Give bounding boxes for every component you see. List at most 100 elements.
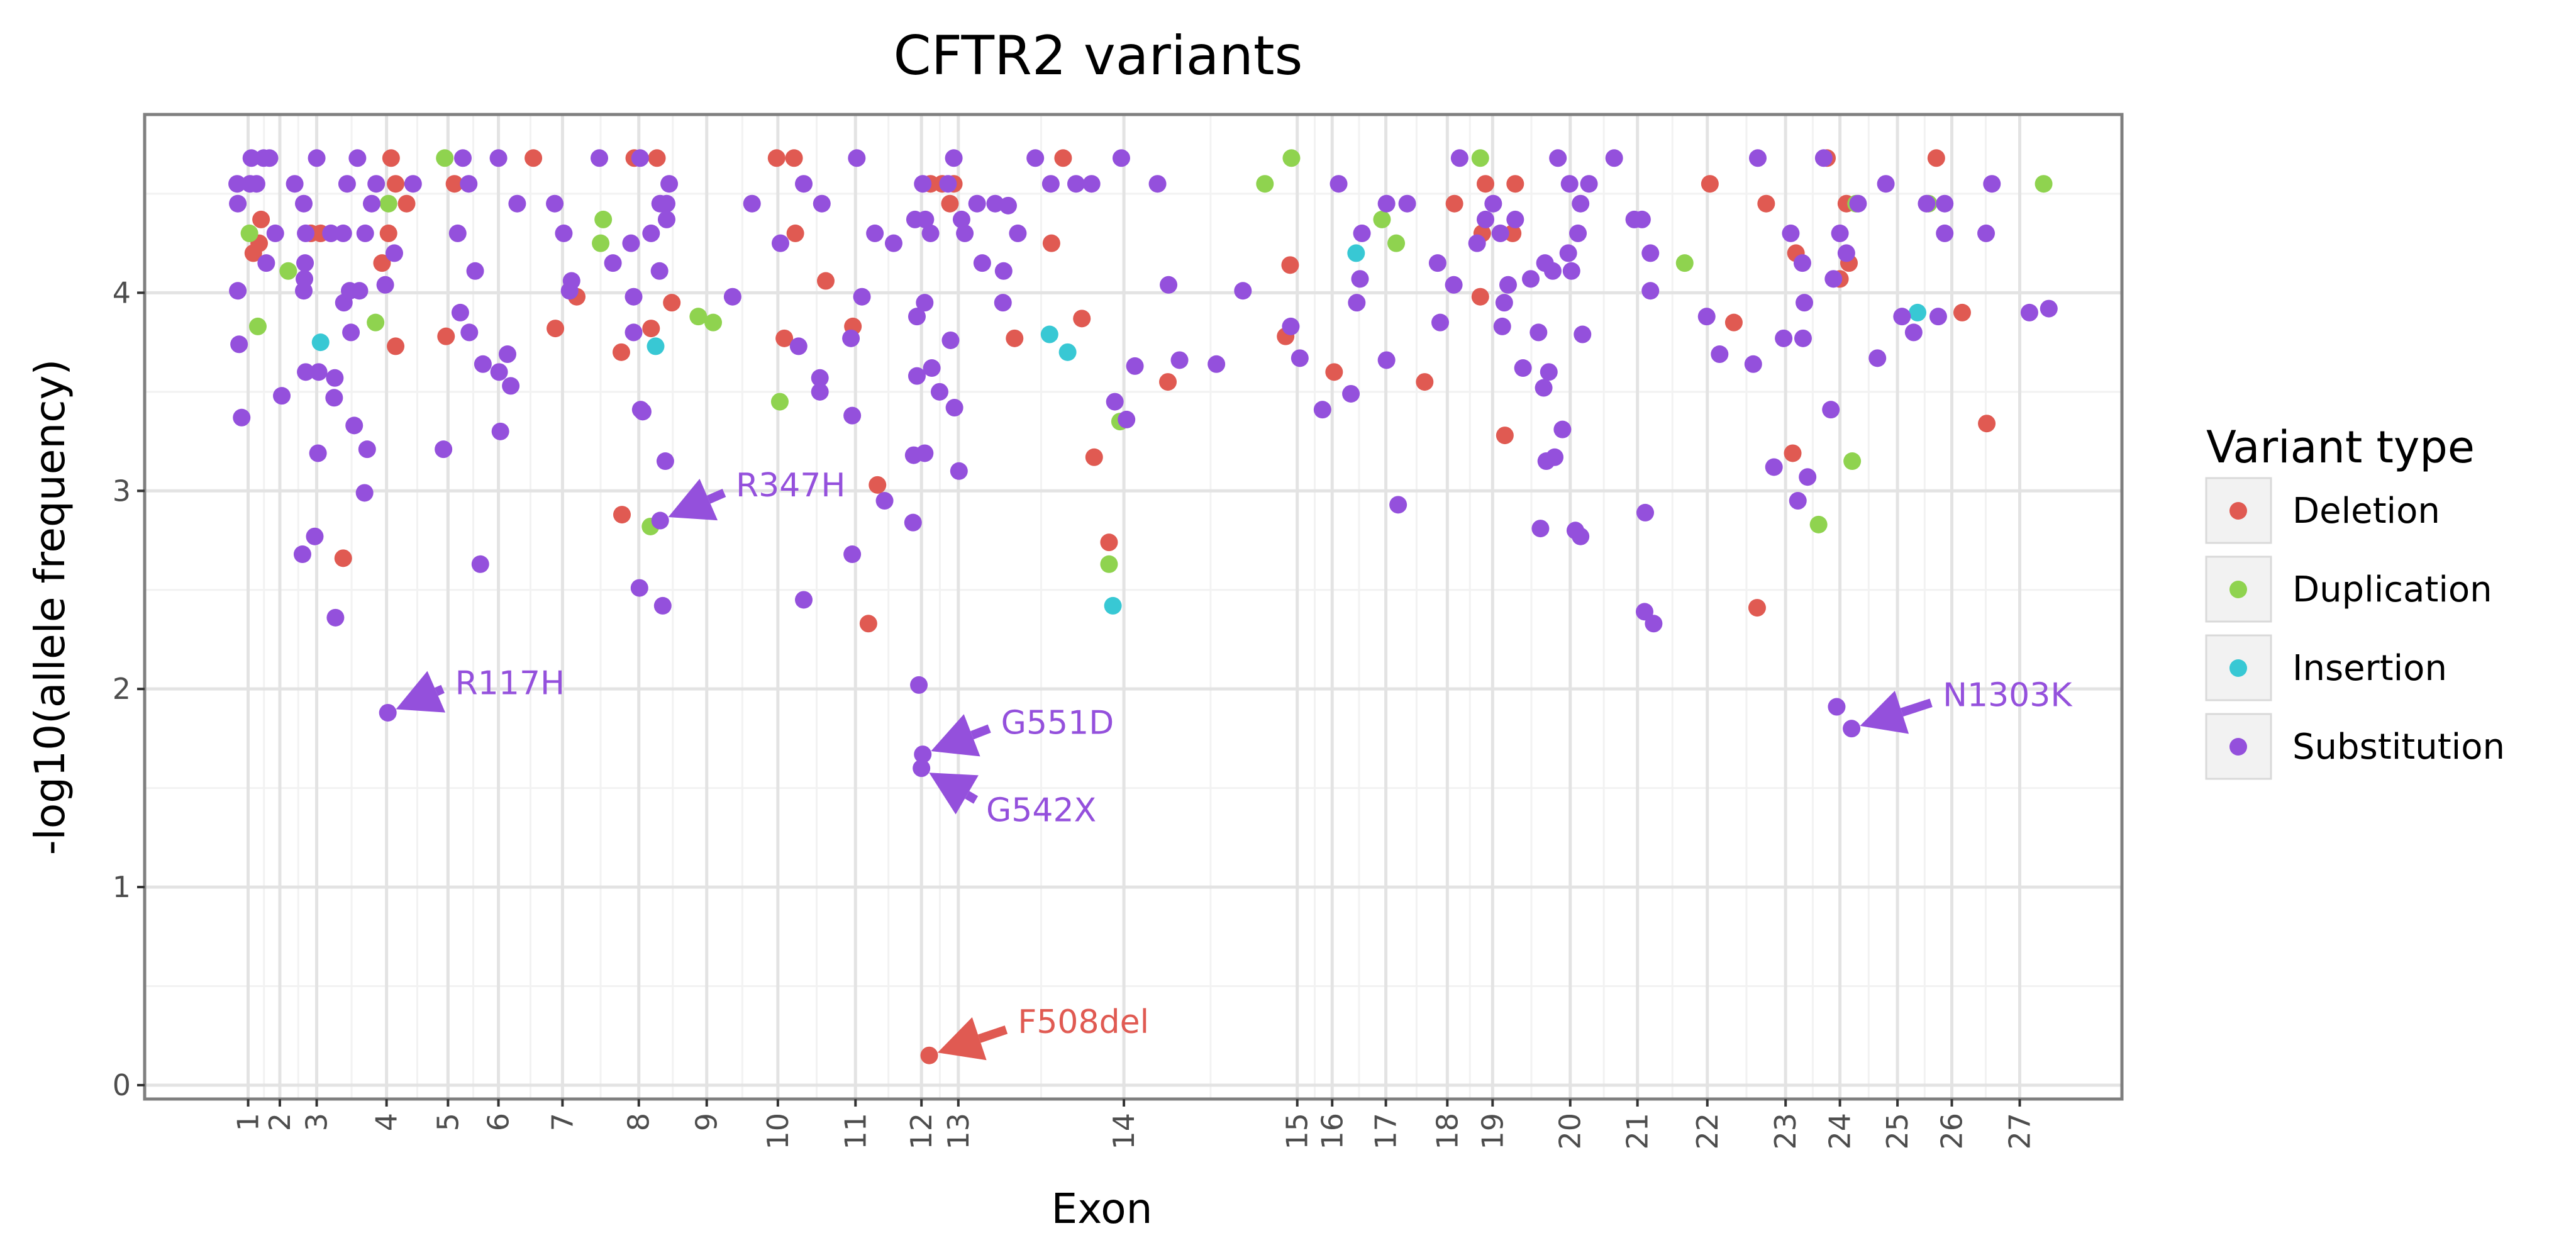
data-point xyxy=(1849,194,1867,213)
y-tick-label: 0 xyxy=(113,1068,131,1102)
annotation-arrow-head xyxy=(929,773,979,815)
data-point xyxy=(491,422,509,440)
data-point xyxy=(1256,175,1274,193)
plot-area: R117H R347H G551D G542X F508del N1303K xyxy=(143,113,2124,1101)
data-point xyxy=(994,294,1012,312)
data-point xyxy=(1026,149,1045,167)
data-point xyxy=(656,452,674,471)
legend-item-substitution: Substitution xyxy=(2205,713,2505,780)
y-tick-label: 3 xyxy=(113,474,131,508)
data-point xyxy=(612,343,630,361)
data-point xyxy=(1282,149,1301,167)
data-point xyxy=(334,224,352,242)
data-point xyxy=(908,367,926,385)
data-point xyxy=(1377,194,1396,213)
data-point xyxy=(547,320,565,338)
data-point xyxy=(397,194,416,213)
data-point xyxy=(689,308,708,326)
x-tick-label: 16 xyxy=(1315,1113,1349,1150)
x-tick-label: 12 xyxy=(904,1113,938,1150)
data-point xyxy=(451,303,469,321)
x-tick-label: 23 xyxy=(1768,1113,1802,1150)
data-point xyxy=(1531,520,1550,538)
data-point xyxy=(786,224,804,242)
data-point xyxy=(1809,515,1828,533)
data-point xyxy=(367,175,386,193)
x-tick-label: 14 xyxy=(1107,1113,1141,1150)
data-point xyxy=(356,224,374,242)
annotation-label: G551D xyxy=(1001,705,1114,742)
data-point xyxy=(1234,282,1252,300)
data-point xyxy=(1953,303,1971,321)
chart-title: CFTR2 variants xyxy=(894,25,1303,87)
data-point xyxy=(297,363,315,381)
data-point xyxy=(952,210,970,228)
legend-swatch xyxy=(2229,502,2247,520)
data-point xyxy=(1744,355,1762,373)
data-point xyxy=(1796,294,1814,312)
data-point xyxy=(1445,194,1463,213)
data-point xyxy=(591,149,609,167)
annotation-label: R347H xyxy=(736,467,845,505)
plot-panel xyxy=(145,114,2122,1099)
data-point xyxy=(560,282,579,300)
data-point xyxy=(1506,210,1524,228)
data-point xyxy=(286,175,304,193)
data-point xyxy=(939,175,957,193)
data-point xyxy=(921,224,940,242)
data-point xyxy=(233,408,251,427)
data-point xyxy=(1843,452,1862,471)
data-point xyxy=(385,244,403,262)
data-point xyxy=(941,331,960,349)
data-point xyxy=(379,194,397,213)
annotation-arrow-head xyxy=(1860,691,1909,734)
data-point xyxy=(651,511,669,530)
data-point xyxy=(795,591,813,609)
data-point xyxy=(367,313,385,332)
data-point xyxy=(296,254,314,272)
data-point xyxy=(625,323,643,342)
data-point xyxy=(1535,379,1553,397)
data-point xyxy=(1496,427,1514,445)
data-point xyxy=(704,313,723,332)
data-point xyxy=(1724,313,1743,332)
data-point xyxy=(387,175,405,193)
x-tick-label: 22 xyxy=(1690,1113,1724,1150)
annotation-g542x: G542X xyxy=(929,773,1096,829)
data-point xyxy=(633,403,652,421)
data-point xyxy=(326,608,345,627)
data-point xyxy=(945,399,963,417)
data-point xyxy=(2035,175,2053,193)
data-point xyxy=(916,210,935,228)
data-point xyxy=(1428,254,1446,272)
data-point xyxy=(1042,234,1060,252)
legend: Variant type Deletion Duplication Insertio… xyxy=(2205,421,2505,780)
data-point xyxy=(1389,496,1407,514)
data-point xyxy=(884,234,902,252)
data-point xyxy=(1325,363,1343,381)
legend-label: Substitution xyxy=(2292,727,2505,767)
data-point xyxy=(334,549,352,567)
data-point xyxy=(1118,410,1136,428)
legend-title: Variant type xyxy=(2206,421,2475,473)
legend-label: Duplication xyxy=(2292,569,2492,610)
data-point xyxy=(842,329,860,347)
data-point xyxy=(647,337,665,355)
data-point xyxy=(1471,287,1489,306)
data-point xyxy=(471,555,489,573)
data-point xyxy=(973,254,991,272)
data-point xyxy=(460,175,478,193)
data-point xyxy=(348,149,367,167)
data-point xyxy=(916,444,934,462)
data-point xyxy=(723,287,741,306)
x-tick-label: 26 xyxy=(1935,1113,1969,1150)
data-point xyxy=(1106,393,1124,411)
data-point xyxy=(916,294,934,312)
data-point xyxy=(1711,345,1729,364)
data-point xyxy=(1904,323,1923,342)
data-point xyxy=(622,234,640,252)
data-point xyxy=(869,476,887,494)
data-point xyxy=(1073,310,1091,328)
data-point xyxy=(648,149,666,167)
